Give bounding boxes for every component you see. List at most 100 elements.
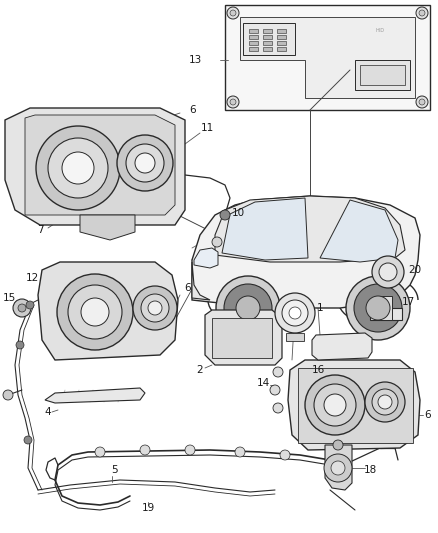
Bar xyxy=(277,29,286,33)
Polygon shape xyxy=(194,248,218,268)
Circle shape xyxy=(273,367,283,377)
Circle shape xyxy=(419,99,425,105)
Polygon shape xyxy=(240,17,415,98)
Bar xyxy=(370,308,402,320)
Circle shape xyxy=(280,450,290,460)
Circle shape xyxy=(282,300,308,326)
Circle shape xyxy=(141,294,169,322)
Polygon shape xyxy=(320,200,398,262)
Circle shape xyxy=(95,447,105,457)
Text: 7: 7 xyxy=(37,225,43,235)
Bar xyxy=(212,318,272,358)
Circle shape xyxy=(354,284,402,332)
Circle shape xyxy=(236,296,260,320)
Bar xyxy=(360,65,405,85)
Text: 16: 16 xyxy=(311,365,325,375)
Circle shape xyxy=(126,144,164,182)
Polygon shape xyxy=(222,198,308,260)
Circle shape xyxy=(230,99,236,105)
Text: 14: 14 xyxy=(256,378,270,388)
Polygon shape xyxy=(45,388,145,403)
Circle shape xyxy=(270,385,280,395)
Text: 6: 6 xyxy=(425,410,431,420)
Circle shape xyxy=(273,403,283,413)
Bar xyxy=(277,47,286,51)
Polygon shape xyxy=(325,445,352,490)
Text: 18: 18 xyxy=(364,465,377,475)
Text: 6: 6 xyxy=(185,283,191,293)
Text: 10: 10 xyxy=(231,208,244,218)
Circle shape xyxy=(26,301,34,309)
Circle shape xyxy=(148,301,162,315)
Text: 4: 4 xyxy=(45,407,51,417)
Circle shape xyxy=(333,440,343,450)
Circle shape xyxy=(289,307,301,319)
Circle shape xyxy=(68,285,122,339)
Circle shape xyxy=(346,276,410,340)
Circle shape xyxy=(372,256,404,288)
Bar xyxy=(286,333,304,341)
Bar xyxy=(249,29,258,33)
Bar xyxy=(249,35,258,39)
Bar xyxy=(355,60,410,90)
Circle shape xyxy=(24,436,32,444)
Polygon shape xyxy=(25,115,175,215)
Polygon shape xyxy=(312,333,372,360)
Circle shape xyxy=(378,395,392,409)
Circle shape xyxy=(379,263,397,281)
Text: 19: 19 xyxy=(141,503,155,513)
Text: 6: 6 xyxy=(190,105,196,115)
Circle shape xyxy=(135,153,155,173)
Text: 15: 15 xyxy=(2,293,16,303)
Text: 20: 20 xyxy=(409,265,421,275)
Circle shape xyxy=(416,96,428,108)
Circle shape xyxy=(324,394,346,416)
Text: 1: 1 xyxy=(317,303,323,313)
Circle shape xyxy=(62,152,94,184)
Bar xyxy=(298,368,413,443)
Circle shape xyxy=(416,7,428,19)
Text: 2: 2 xyxy=(197,365,203,375)
Circle shape xyxy=(220,210,230,220)
Polygon shape xyxy=(192,262,210,300)
Circle shape xyxy=(331,461,345,475)
Circle shape xyxy=(13,299,31,317)
Circle shape xyxy=(212,237,222,247)
Polygon shape xyxy=(215,196,405,262)
Circle shape xyxy=(117,135,173,191)
Circle shape xyxy=(185,445,195,455)
Polygon shape xyxy=(38,262,178,360)
Circle shape xyxy=(48,138,108,198)
Text: HID: HID xyxy=(375,28,385,33)
Circle shape xyxy=(57,274,133,350)
Polygon shape xyxy=(80,215,135,240)
Polygon shape xyxy=(205,310,282,365)
Circle shape xyxy=(324,454,352,482)
Circle shape xyxy=(366,296,390,320)
Text: 12: 12 xyxy=(25,273,39,283)
Text: 17: 17 xyxy=(401,297,415,307)
Bar xyxy=(249,47,258,51)
Circle shape xyxy=(230,10,236,16)
Circle shape xyxy=(133,286,177,330)
Bar xyxy=(263,35,272,39)
Circle shape xyxy=(275,293,315,333)
Circle shape xyxy=(314,384,356,426)
Bar xyxy=(249,41,258,45)
Circle shape xyxy=(81,298,109,326)
Bar xyxy=(263,47,272,51)
Circle shape xyxy=(227,7,239,19)
Circle shape xyxy=(3,390,13,400)
Bar xyxy=(225,5,430,110)
Polygon shape xyxy=(288,360,420,450)
Circle shape xyxy=(18,304,26,312)
Bar xyxy=(243,23,295,55)
Circle shape xyxy=(227,96,239,108)
Circle shape xyxy=(235,447,245,457)
Circle shape xyxy=(305,375,365,435)
Circle shape xyxy=(365,382,405,422)
Circle shape xyxy=(419,10,425,16)
Bar xyxy=(263,29,272,33)
Bar xyxy=(277,41,286,45)
Polygon shape xyxy=(192,196,420,308)
